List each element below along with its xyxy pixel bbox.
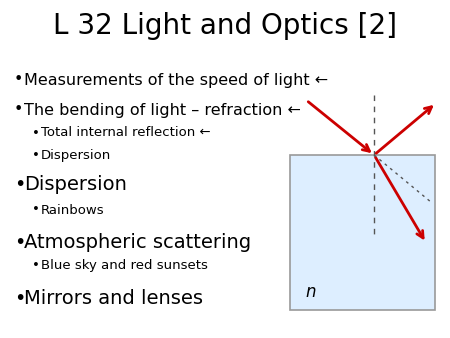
- Text: Dispersion: Dispersion: [24, 175, 127, 194]
- Text: Total internal reflection ←: Total internal reflection ←: [41, 126, 211, 140]
- Text: Atmospheric scattering: Atmospheric scattering: [24, 233, 251, 251]
- Text: •: •: [14, 72, 23, 88]
- Text: Dispersion: Dispersion: [41, 148, 111, 162]
- Text: Mirrors and lenses: Mirrors and lenses: [24, 289, 203, 308]
- Text: n: n: [305, 283, 315, 301]
- Text: •: •: [14, 102, 23, 118]
- Bar: [290, 155, 435, 310]
- Text: Blue sky and red sunsets: Blue sky and red sunsets: [41, 259, 208, 271]
- Text: •: •: [14, 175, 25, 194]
- Text: •: •: [32, 259, 40, 271]
- Text: •: •: [14, 233, 25, 251]
- Text: •: •: [32, 203, 40, 217]
- Text: Measurements of the speed of light ←: Measurements of the speed of light ←: [24, 72, 328, 88]
- Text: •: •: [32, 126, 40, 140]
- Text: •: •: [14, 289, 25, 308]
- Text: •: •: [32, 148, 40, 162]
- Text: Rainbows: Rainbows: [41, 203, 104, 217]
- Text: The bending of light – refraction ←: The bending of light – refraction ←: [24, 102, 301, 118]
- Text: L 32 Light and Optics [2]: L 32 Light and Optics [2]: [53, 12, 397, 40]
